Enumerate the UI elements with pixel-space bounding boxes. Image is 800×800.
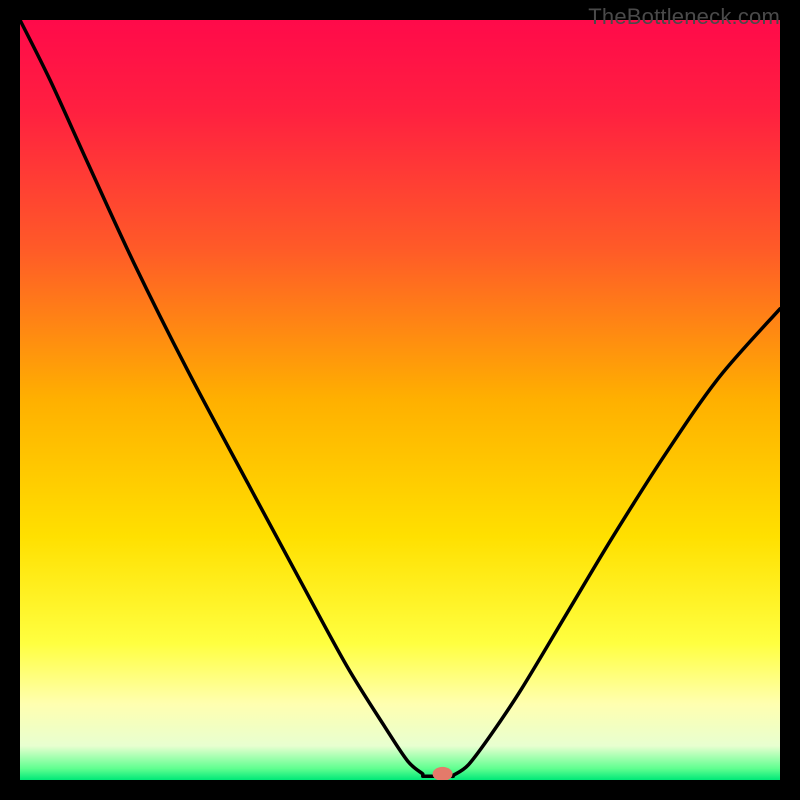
bottleneck-chart	[0, 0, 800, 800]
border-left	[0, 0, 20, 800]
plot-background	[20, 20, 780, 780]
minimum-marker	[433, 767, 453, 781]
watermark-text: TheBottleneck.com	[588, 4, 780, 30]
border-right	[780, 0, 800, 800]
border-bottom	[0, 780, 800, 800]
